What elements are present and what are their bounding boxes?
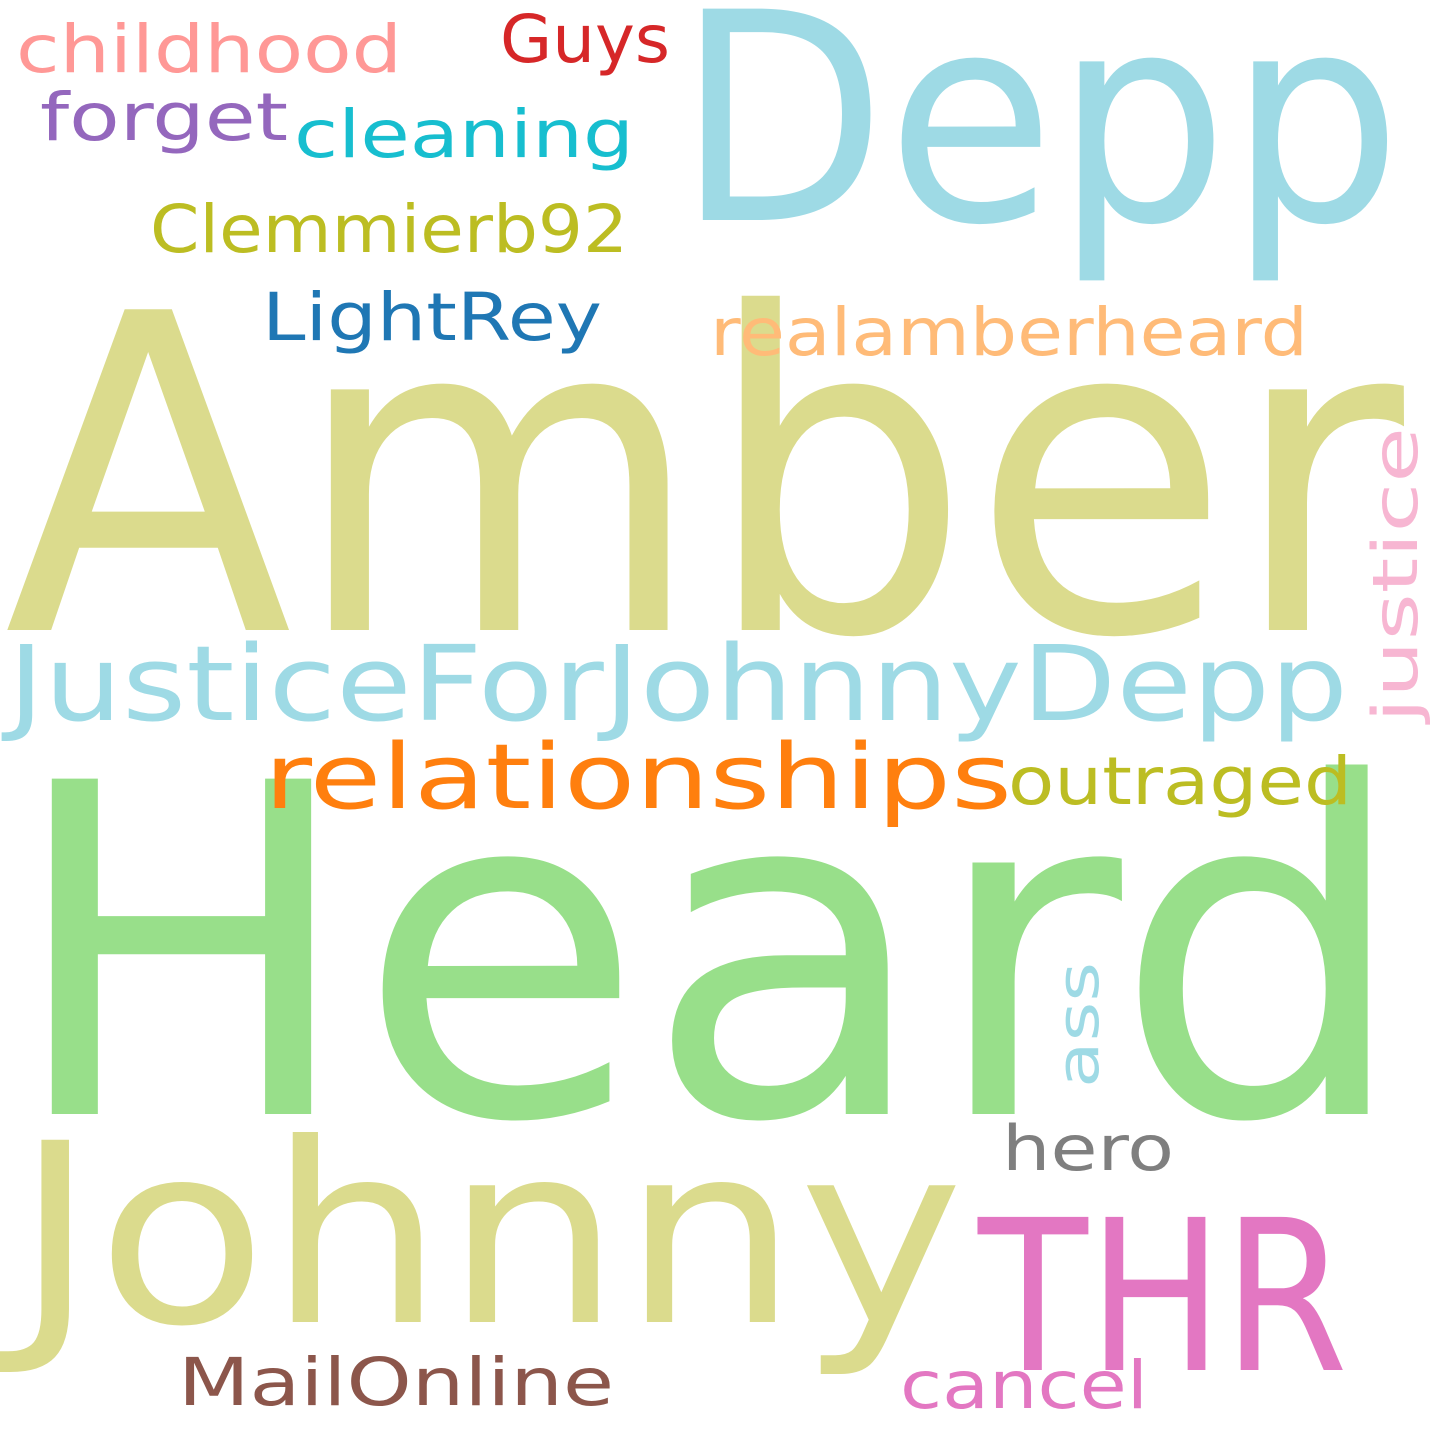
word-cancel: cancel — [900, 1347, 1148, 1424]
word-thr: THR — [977, 1175, 1348, 1420]
word-amber: Amber — [4, 222, 1409, 734]
word-childhood: childhood — [16, 11, 402, 88]
word-outraged: outraged — [1008, 743, 1352, 820]
word-forget: forget — [40, 79, 288, 156]
word-relationships: relationships — [264, 725, 1012, 830]
word-guys: Guys — [500, 1, 670, 78]
word-ass: ass — [1044, 962, 1112, 1088]
word-clemmierb92: Clemmierb92 — [150, 191, 628, 268]
word-justiceforjohnnydepp: JusticeForJohnnyDepp — [1, 623, 1348, 745]
word-cleaning: cleaning — [294, 96, 634, 173]
word-lightrey: LightRey — [262, 279, 602, 356]
word-depp: Depp — [676, 0, 1402, 289]
word-mailonline: MailOnline — [178, 1344, 614, 1421]
word-hero: hero — [1002, 1112, 1174, 1185]
word-johnny: Johnny — [0, 1090, 964, 1381]
word-realamberheard: realamberheard — [710, 294, 1308, 371]
word-justice: justice — [1359, 427, 1432, 726]
word-heard: Heard — [6, 688, 1410, 1223]
